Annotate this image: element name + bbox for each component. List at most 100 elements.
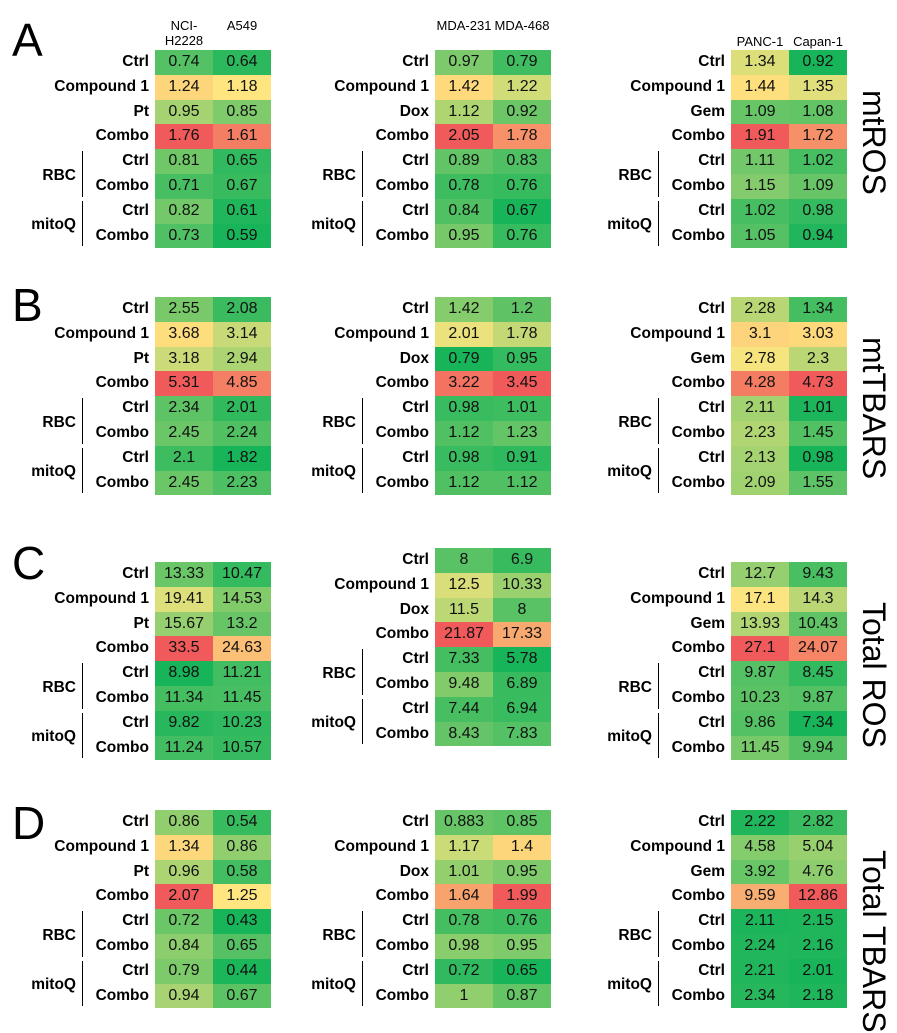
- heatmap-cell: 6.89: [493, 672, 551, 697]
- group-label: mitoQ: [607, 728, 652, 746]
- heatmap-cell: 13.2: [213, 611, 271, 637]
- heatmap-cell: 2.11: [731, 909, 789, 934]
- heatmap-cell: 5.04: [789, 834, 847, 860]
- heatmap-cell: 0.95: [493, 934, 551, 959]
- row-label: Combo: [95, 374, 149, 392]
- heatmap-cell: 3.45: [493, 371, 551, 397]
- row-label: Combo: [671, 639, 725, 657]
- row-label: Gem: [690, 614, 725, 632]
- row-label: Ctrl: [402, 551, 429, 568]
- row-label: Compound 1: [630, 324, 725, 342]
- heatmap-cell: 0.74: [155, 50, 213, 75]
- heatmap-cell: 2.01: [789, 958, 847, 984]
- heatmap-cell: 10.23: [731, 686, 789, 711]
- row-label: Combo: [671, 689, 725, 706]
- row-label: Ctrl: [698, 53, 725, 70]
- row-label: Ctrl: [698, 961, 725, 979]
- row-label: Ctrl: [698, 448, 725, 466]
- heatmap-cell: 1.78: [493, 321, 551, 347]
- row-label: Ctrl: [698, 300, 725, 317]
- group-label: RBC: [618, 926, 652, 944]
- heatmap-cell: 0.83: [493, 149, 551, 174]
- group-bracket-line: [658, 447, 659, 494]
- heatmap-cell: 1.64: [435, 884, 493, 910]
- row-label: Ctrl: [402, 699, 429, 717]
- heatmap-cell: 2.34: [155, 396, 213, 421]
- heatmap-cell: 1.02: [731, 198, 789, 224]
- group-bracket-line: [362, 698, 363, 745]
- heatmap-cell: 2.78: [731, 346, 789, 372]
- heatmap-cell: 0.43: [213, 909, 271, 934]
- heatmap-cell: 11.45: [731, 735, 789, 761]
- row-label: Combo: [95, 226, 149, 244]
- row-label: Combo: [95, 887, 149, 905]
- column-header: Capan-1: [793, 34, 843, 49]
- group-label: mitoQ: [607, 976, 652, 994]
- heatmap-cell: 0.65: [213, 149, 271, 174]
- heatmap-cell: 10.43: [789, 611, 847, 637]
- heatmap-cell: 1.4: [493, 834, 551, 860]
- heatmap-cell: 9.86: [731, 710, 789, 736]
- row-label: Combo: [671, 177, 725, 194]
- heatmap-cell: 4.76: [789, 859, 847, 885]
- heatmap-cell: 0.98: [435, 445, 493, 471]
- column-header: A549: [226, 18, 258, 33]
- group-bracket-line: [658, 398, 659, 444]
- heatmap-cell: 0.87: [493, 983, 551, 1009]
- heatmap-cell: 1.02: [789, 149, 847, 174]
- heatmap-cell: 1.34: [731, 50, 789, 75]
- heatmap-cell: 2.08: [213, 297, 271, 322]
- heatmap-cell: 2.11: [731, 396, 789, 421]
- heatmap-cell: 5.31: [155, 371, 213, 397]
- heatmap-cell: 0.98: [435, 396, 493, 421]
- row-label: Ctrl: [698, 152, 725, 170]
- heatmap-cell: 1.12: [493, 470, 551, 496]
- group-bracket-line: [658, 960, 659, 1007]
- row-label: Combo: [375, 625, 429, 643]
- row-label: Ctrl: [122, 399, 149, 417]
- heatmap-cell: 8.98: [155, 661, 213, 686]
- heatmap-cell: 3.92: [731, 859, 789, 885]
- heatmap-cell: 2.45: [155, 421, 213, 446]
- heatmap-cell: 2.13: [731, 445, 789, 471]
- group-label: mitoQ: [311, 216, 356, 234]
- group-bracket-line: [82, 398, 83, 444]
- row-label: Gem: [690, 862, 725, 880]
- heatmap-cell: 0.73: [155, 223, 213, 249]
- heatmap-cell: 5.78: [493, 647, 551, 672]
- row-label: Ctrl: [698, 912, 725, 930]
- row-label: Dox: [399, 862, 429, 880]
- row-label: Ctrl: [122, 813, 149, 830]
- panel-letter: B: [12, 279, 43, 331]
- heatmap-cell: 0.79: [435, 346, 493, 372]
- heatmap-cell: 9.87: [789, 686, 847, 711]
- row-label: Combo: [95, 424, 149, 441]
- heatmap-cell: 1.11: [731, 149, 789, 174]
- panel-title: mtROS: [856, 90, 892, 195]
- row-label: Combo: [671, 424, 725, 441]
- row-label: Ctrl: [122, 201, 149, 219]
- group-bracket-line: [82, 960, 83, 1007]
- row-label: Combo: [671, 887, 725, 905]
- heatmap-cell: 1.12: [435, 470, 493, 496]
- row-label: Pt: [133, 862, 150, 880]
- row-label: Compound 1: [334, 837, 429, 855]
- heatmap-cell: 1.91: [731, 124, 789, 150]
- row-label: Compound 1: [334, 77, 429, 95]
- heatmap-cell: 1.18: [213, 74, 271, 100]
- row-label: Ctrl: [402, 912, 429, 930]
- group-bracket-line: [658, 712, 659, 759]
- heatmap-cell: 12.5: [435, 572, 493, 598]
- row-label: Combo: [95, 177, 149, 194]
- row-label: Ctrl: [698, 565, 725, 582]
- heatmap-cell: 11.5: [435, 597, 493, 623]
- heatmap-cell: 0.84: [155, 934, 213, 959]
- heatmap-cell: 0.78: [435, 174, 493, 199]
- heatmap-cell: 0.94: [789, 223, 847, 249]
- heatmap-cell: 0.65: [213, 934, 271, 959]
- group-label: mitoQ: [607, 216, 652, 234]
- heatmap-cell: 6.94: [493, 696, 551, 722]
- heatmap-cell: 17.33: [493, 622, 551, 648]
- heatmap-cell: 11.34: [155, 686, 213, 711]
- heatmap-cell: 0.65: [493, 958, 551, 984]
